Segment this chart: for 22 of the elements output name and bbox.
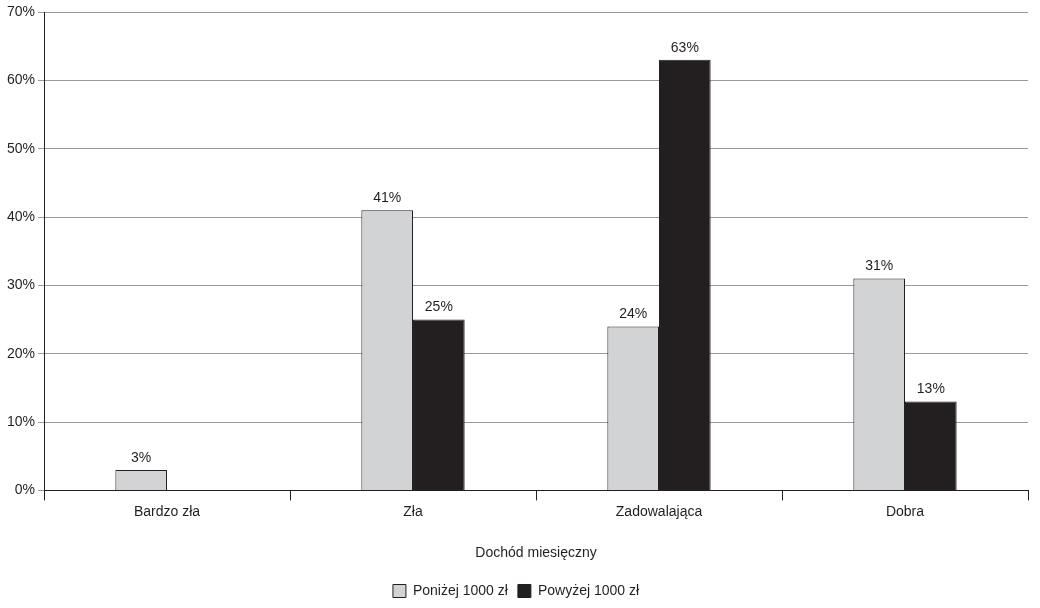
y-tick-label: 0% <box>14 481 36 498</box>
y-tick-label: 50% <box>6 139 36 156</box>
data-label: 63% <box>670 38 699 55</box>
data-label: 3% <box>131 448 152 465</box>
data-label: 25% <box>424 298 453 315</box>
data-label: 24% <box>619 305 648 322</box>
legend-label: Powyżej 1000 zł <box>537 581 640 598</box>
x-tick-label: Dobra <box>885 502 925 519</box>
y-tick-label: 20% <box>6 344 36 361</box>
y-tick-label: 40% <box>6 207 36 224</box>
y-tick-label: 70% <box>6 2 36 19</box>
data-label: 13% <box>916 380 945 397</box>
data-label: 41% <box>373 189 402 206</box>
y-tick-label: 30% <box>6 276 36 293</box>
data-label: 31% <box>865 257 894 274</box>
x-axis-title: Dochód miesięczny <box>475 544 597 561</box>
x-tick-label: Zadowalająca <box>615 502 703 519</box>
x-tick-label: Bardzo zła <box>133 502 201 519</box>
x-tick-label: Zła <box>403 502 423 519</box>
y-tick-label: 60% <box>6 71 36 88</box>
y-tick-label: 10% <box>6 412 36 429</box>
legend-label: Poniżej 1000 zł <box>412 581 509 598</box>
